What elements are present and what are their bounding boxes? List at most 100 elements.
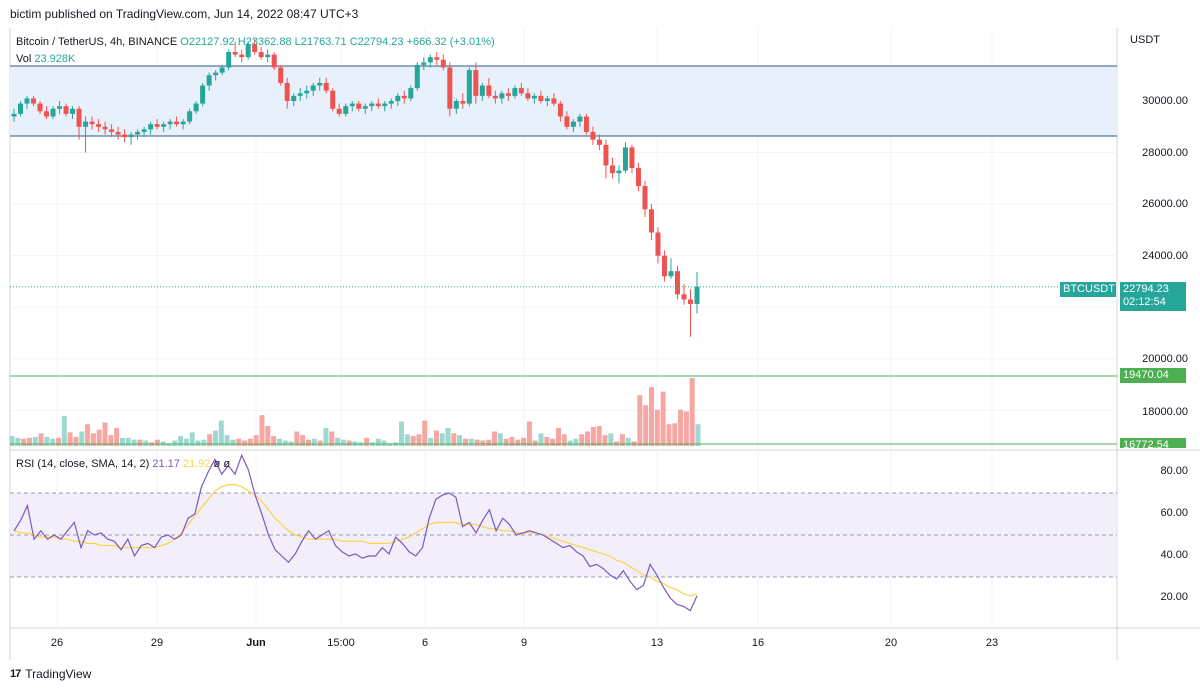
volume-bar (178, 436, 184, 446)
time-axis-label: 26 (50, 637, 64, 649)
volume-bar (602, 435, 608, 446)
candle-body (668, 271, 674, 277)
candle-body (551, 98, 557, 104)
volume-bar (573, 438, 579, 446)
volume-bar (387, 443, 393, 446)
candle-body (570, 121, 576, 127)
candle-body (382, 103, 388, 107)
candle-body (499, 93, 505, 99)
volume-bar (67, 432, 73, 446)
volume-bar (207, 434, 213, 446)
candle-body (187, 111, 193, 122)
volume-bar (590, 426, 596, 446)
candle-body (525, 93, 531, 99)
volume-bar (404, 434, 410, 446)
candle-body (148, 124, 154, 130)
volume-bar (538, 433, 544, 446)
volume-bar (253, 435, 259, 446)
volume-bar (637, 395, 643, 446)
support-level-tag: 19470.04 (1120, 368, 1186, 383)
candle-body (271, 54, 277, 68)
candle-body (122, 134, 128, 138)
candle-body (486, 85, 492, 96)
volume-bar (503, 438, 509, 446)
footer-brand[interactable]: 17 TradingView (10, 667, 91, 681)
volume-bar (300, 435, 306, 446)
candle-body (395, 95, 401, 101)
volume-bar (445, 427, 451, 446)
candle-body (219, 67, 225, 73)
candle-body (661, 255, 667, 277)
candle-body (11, 113, 17, 117)
candle-body (291, 95, 297, 101)
candle-body (473, 70, 479, 96)
candle-countdown: 02:12:54 (1123, 296, 1166, 308)
rsi-sma-line (13, 484, 698, 597)
ticker-tag: BTCUSDT (1060, 282, 1116, 297)
candle-body (154, 124, 160, 127)
volume-bar (683, 411, 689, 446)
rsi-extra-1: ø (213, 458, 221, 470)
volume-bar (218, 420, 224, 446)
candle-body (44, 111, 50, 117)
candle-body (239, 54, 245, 58)
price-tick: 18000.00 (1142, 406, 1188, 418)
volume-bar (90, 433, 96, 446)
volume-bar (143, 440, 149, 446)
time-axis-label: Jun (246, 637, 266, 649)
candle-body (681, 294, 687, 300)
volume-bar (32, 436, 38, 446)
candle-body (70, 108, 76, 114)
volume-bar (230, 439, 236, 446)
volume-bar (311, 438, 317, 446)
range-zone (10, 66, 1117, 136)
volume-bar (567, 440, 573, 446)
price-tick: 28000.00 (1142, 147, 1188, 159)
volume-bar (486, 439, 492, 446)
candle-body (206, 75, 212, 86)
candle-body (109, 129, 115, 132)
rsi-tick: 20.00 (1160, 591, 1188, 603)
candle-body (564, 116, 570, 127)
volume-bar (474, 439, 480, 446)
volume-bar (50, 438, 56, 446)
time-axis-label: 23 (985, 637, 999, 649)
candle-body (492, 95, 498, 99)
candle-body (622, 147, 628, 171)
time-axis-label: 13 (650, 637, 664, 649)
candle-body (200, 85, 206, 104)
candle-body (310, 85, 316, 91)
volume-bar (201, 439, 207, 446)
volume-bar (410, 436, 416, 446)
candle-body (83, 121, 89, 127)
candle-body (167, 121, 173, 125)
candle-body (245, 44, 251, 58)
time-axis-label: 15:00 (327, 637, 355, 649)
candle-body (213, 72, 219, 76)
price-tick: 24000.00 (1142, 250, 1188, 262)
volume-bar (9, 436, 15, 446)
volume-bar (625, 437, 631, 446)
volume-bar (526, 421, 532, 446)
publisher-line: bictim published on TradingView.com, Jun… (10, 7, 359, 21)
candle-body (401, 95, 407, 99)
volume-bar (579, 434, 585, 446)
candle-body (323, 82, 329, 91)
volume-bar (21, 438, 27, 446)
tradingview-logo-icon: 17 (10, 668, 21, 680)
volume-bar (544, 436, 550, 446)
volume-bar (689, 378, 695, 446)
candle-body (278, 67, 284, 83)
time-axis-label: 9 (520, 637, 528, 649)
volume-bar (282, 440, 288, 446)
candle-body (258, 52, 264, 58)
volume-bar (108, 435, 114, 446)
candle-body (460, 101, 466, 104)
volume-bar (79, 431, 85, 446)
volume-bar (323, 427, 329, 446)
candle-body (252, 44, 258, 53)
candle-body (616, 170, 622, 174)
candle-body (642, 186, 648, 210)
volume-bar (329, 431, 335, 446)
